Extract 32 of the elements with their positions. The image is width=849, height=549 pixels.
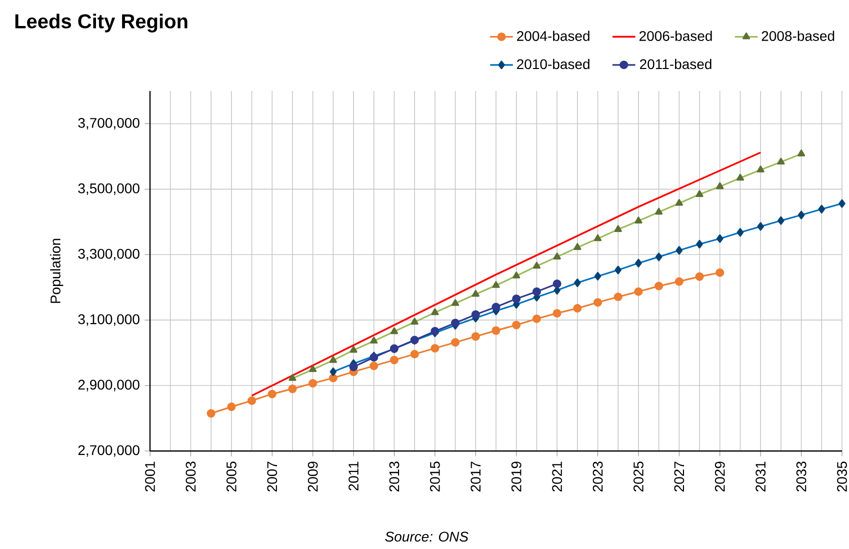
legend-label: 2010-based — [517, 58, 590, 70]
x-tick-label: 2025 — [634, 462, 644, 492]
x-tick-label: 2005 — [226, 462, 236, 492]
x-tick-label: 2007 — [267, 462, 278, 492]
x-tick-label: 2009 — [308, 462, 318, 492]
chart-title: Leeds City Region — [15, 14, 188, 32]
y-tick-label: 3,300,000 — [78, 248, 140, 260]
y-axis-title: Population — [50, 238, 64, 303]
legend-label: 2011-based — [640, 58, 712, 70]
x-tick-label: 2011 — [348, 462, 358, 490]
x-tick-label: 2013 — [389, 462, 400, 492]
source-note: Source: ONS — [385, 532, 468, 542]
y-tick-label: 3,500,000 — [78, 183, 140, 195]
legend-label: 2004-based — [517, 30, 590, 41]
x-tick-label: 2001 — [145, 462, 155, 492]
x-tick-label: 2027 — [674, 462, 684, 492]
x-tick-label: 2023 — [592, 462, 603, 492]
x-tick-label: 2035 — [837, 462, 847, 492]
legend-label: 2006-based — [640, 30, 712, 41]
x-tick-label: 2015 — [430, 462, 440, 492]
y-tick-label: 3,100,000 — [78, 314, 140, 326]
y-tick-label: 2,900,000 — [78, 380, 140, 392]
legend-label: 2008-based — [762, 30, 834, 41]
y-tick-label: 2,700,000 — [78, 445, 140, 457]
x-tick-label: 2019 — [511, 462, 522, 492]
x-tick-label: 2031 — [756, 462, 766, 492]
x-tick-label: 2017 — [470, 462, 481, 492]
y-tick-label: 3,700,000 — [78, 118, 140, 130]
x-tick-label: 2021 — [552, 462, 562, 492]
x-tick-label: 2033 — [796, 462, 806, 492]
x-tick-label: 2029 — [714, 462, 725, 492]
x-tick-label: 2003 — [186, 462, 196, 492]
